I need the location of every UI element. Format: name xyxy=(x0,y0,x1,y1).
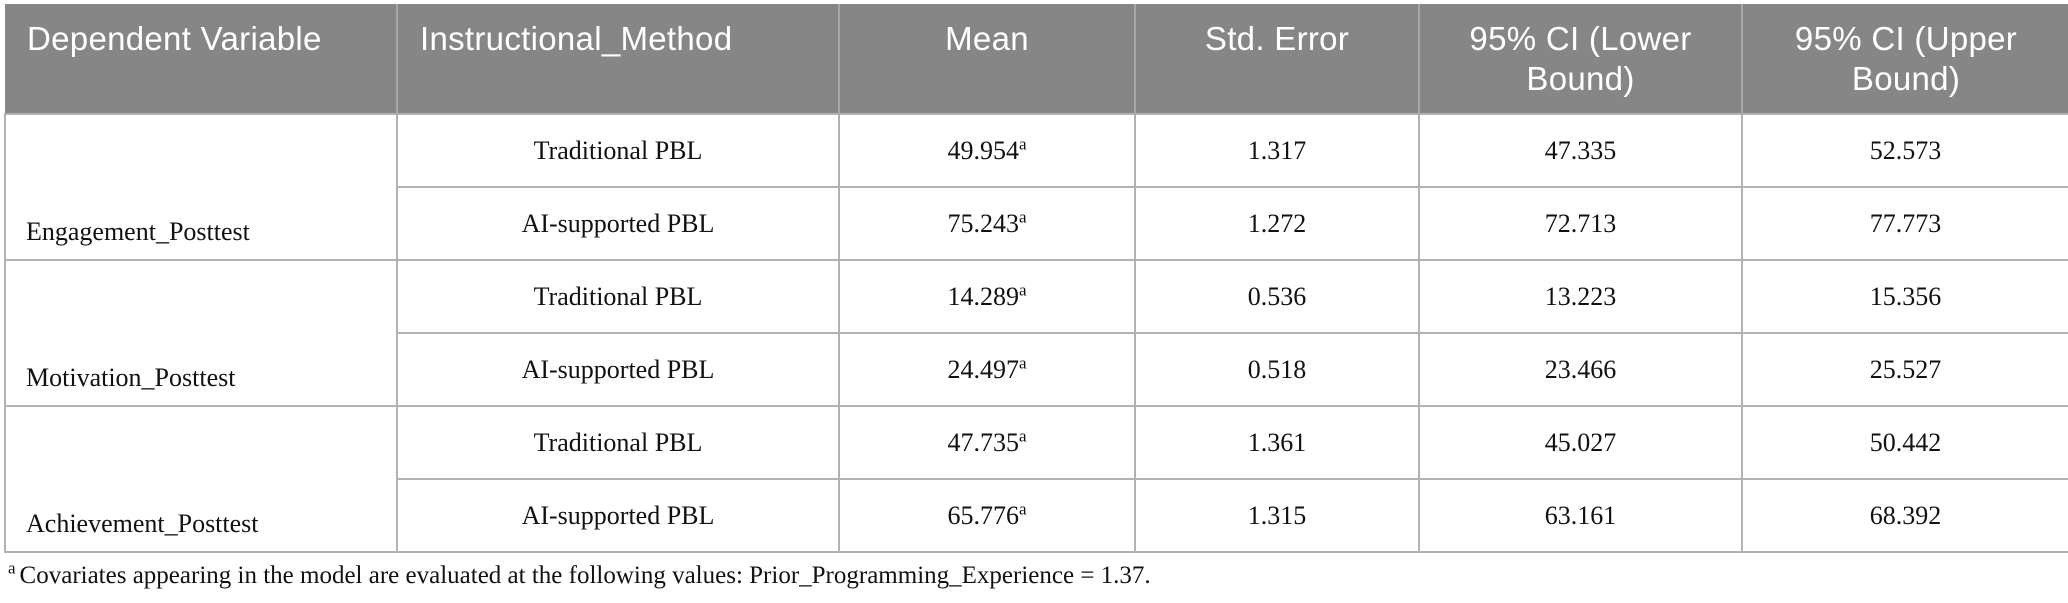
cell-ci-lower: 63.161 xyxy=(1418,478,1743,553)
footnote-marker: a xyxy=(8,558,16,578)
cell-ci-upper: 15.356 xyxy=(1741,259,2068,334)
cell-ci-upper: 25.527 xyxy=(1741,332,2068,407)
cell-ci-lower: 72.713 xyxy=(1418,186,1743,261)
table-body: Engagement_Posttest Traditional PBL 49.9… xyxy=(4,113,2068,553)
cell-std-error: 1.361 xyxy=(1134,405,1420,480)
mean-value: 47.735 xyxy=(947,427,1019,457)
cell-ci-upper: 68.392 xyxy=(1741,478,2068,553)
mean-footnote-marker: a xyxy=(1018,279,1027,299)
table-footnote: a Covariates appearing in the model are e… xyxy=(4,558,2060,590)
cell-dependent-variable-motivation: Motivation_Posttest xyxy=(4,259,398,407)
cell-method: AI-supported PBL xyxy=(396,332,840,407)
cell-method: Traditional PBL xyxy=(396,405,840,480)
table-row-motivation-traditional: Motivation_Posttest Traditional PBL 14.2… xyxy=(4,259,2068,407)
table-row-engagement-ai: AI-supported PBL 75.243a 1.272 72.713 77… xyxy=(5,186,2068,261)
table-header: Dependent Variable Instructional_Method … xyxy=(5,4,2068,114)
mean-value: 14.289 xyxy=(947,281,1019,311)
header-std-error: Std. Error xyxy=(1135,4,1420,114)
table-row-achievement-traditional: Achievement_Posttest Traditional PBL 47.… xyxy=(4,405,2068,553)
cell-ci-lower: 23.466 xyxy=(1418,332,1743,407)
cell-std-error: 0.536 xyxy=(1134,259,1420,334)
cell-ci-lower: 47.335 xyxy=(1418,113,1743,188)
cell-std-error: 1.315 xyxy=(1134,478,1420,553)
cell-std-error: 1.317 xyxy=(1134,113,1420,188)
cell-mean: 14.289a xyxy=(838,259,1136,334)
cell-method: AI-supported PBL xyxy=(396,478,840,553)
cell-mean: 65.776a xyxy=(838,478,1136,553)
header-dependent-variable: Dependent Variable xyxy=(5,4,398,114)
mean-footnote-marker: a xyxy=(1018,498,1027,518)
cell-ci-upper: 77.773 xyxy=(1741,186,2068,261)
cell-ci-lower: 13.223 xyxy=(1418,259,1743,334)
header-ci-upper: 95% CI (Upper Bound) xyxy=(1742,4,2068,114)
table-row-achievement-ai: AI-supported PBL 65.776a 1.315 63.161 68… xyxy=(5,478,2068,553)
table-row-motivation-ai: AI-supported PBL 24.497a 0.518 23.466 25… xyxy=(5,332,2068,407)
header-instructional-method: Instructional_Method xyxy=(397,4,840,114)
cell-mean: 24.497a xyxy=(838,332,1136,407)
cell-mean: 49.954a xyxy=(838,113,1136,188)
mean-footnote-marker: a xyxy=(1018,425,1027,445)
cell-ci-upper: 52.573 xyxy=(1741,113,2068,188)
cell-method: AI-supported PBL xyxy=(396,186,840,261)
cell-ci-upper: 50.442 xyxy=(1741,405,2068,480)
cell-std-error: 1.272 xyxy=(1134,186,1420,261)
cell-ci-lower: 45.027 xyxy=(1418,405,1743,480)
cell-method: Traditional PBL xyxy=(396,259,840,334)
mean-value: 49.954 xyxy=(947,135,1019,165)
mean-value: 75.243 xyxy=(947,208,1019,238)
mean-value: 24.497 xyxy=(947,354,1019,384)
header-mean: Mean xyxy=(839,4,1136,114)
header-ci-lower: 95% CI (Lower Bound) xyxy=(1419,4,1743,114)
mean-footnote-marker: a xyxy=(1018,352,1027,372)
mean-footnote-marker: a xyxy=(1018,133,1027,153)
cell-dependent-variable-achievement: Achievement_Posttest xyxy=(4,405,398,553)
mean-value: 65.776 xyxy=(947,500,1019,530)
footnote-text: Covariates appearing in the model are ev… xyxy=(19,562,1151,589)
cell-mean: 75.243a xyxy=(838,186,1136,261)
header-row: Dependent Variable Instructional_Method … xyxy=(5,4,2068,114)
cell-dependent-variable-engagement: Engagement_Posttest xyxy=(4,113,398,261)
estimated-marginal-means-table: Dependent Variable Instructional_Method … xyxy=(4,4,2068,553)
cell-mean: 47.735a xyxy=(838,405,1136,480)
table-figure: Dependent Variable Instructional_Method … xyxy=(4,4,2068,590)
mean-footnote-marker: a xyxy=(1018,206,1027,226)
cell-method: Traditional PBL xyxy=(396,113,840,188)
cell-std-error: 0.518 xyxy=(1134,332,1420,407)
table-row-engagement-traditional: Engagement_Posttest Traditional PBL 49.9… xyxy=(4,113,2068,261)
